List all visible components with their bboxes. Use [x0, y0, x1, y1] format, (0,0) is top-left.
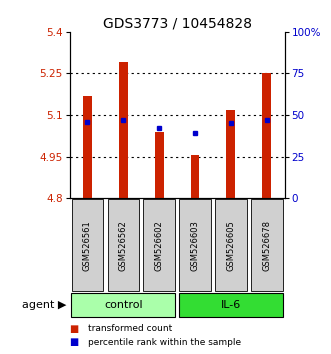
FancyBboxPatch shape [251, 199, 282, 291]
Text: ■: ■ [70, 337, 79, 348]
FancyBboxPatch shape [143, 199, 175, 291]
Bar [119, 62, 128, 198]
Text: control: control [104, 300, 143, 310]
Bar [155, 132, 164, 198]
FancyBboxPatch shape [108, 199, 139, 291]
Text: GSM526602: GSM526602 [155, 220, 164, 270]
FancyBboxPatch shape [179, 293, 283, 317]
Title: GDS3773 / 10454828: GDS3773 / 10454828 [103, 17, 252, 31]
Text: agent ▶: agent ▶ [22, 300, 66, 310]
Bar [191, 155, 200, 198]
Bar [83, 96, 92, 198]
Text: GSM526561: GSM526561 [83, 220, 92, 270]
FancyBboxPatch shape [179, 199, 211, 291]
FancyBboxPatch shape [71, 293, 175, 317]
FancyBboxPatch shape [71, 199, 103, 291]
Text: transformed count: transformed count [88, 324, 172, 333]
Text: IL-6: IL-6 [221, 300, 241, 310]
Text: percentile rank within the sample: percentile rank within the sample [88, 338, 241, 347]
Text: GSM526603: GSM526603 [191, 220, 200, 270]
Text: GSM526605: GSM526605 [226, 220, 235, 270]
FancyBboxPatch shape [215, 199, 247, 291]
Text: GSM526562: GSM526562 [119, 220, 128, 270]
Text: GSM526678: GSM526678 [262, 219, 271, 271]
Text: ■: ■ [70, 324, 79, 334]
Bar [262, 74, 271, 198]
Bar [226, 109, 235, 198]
